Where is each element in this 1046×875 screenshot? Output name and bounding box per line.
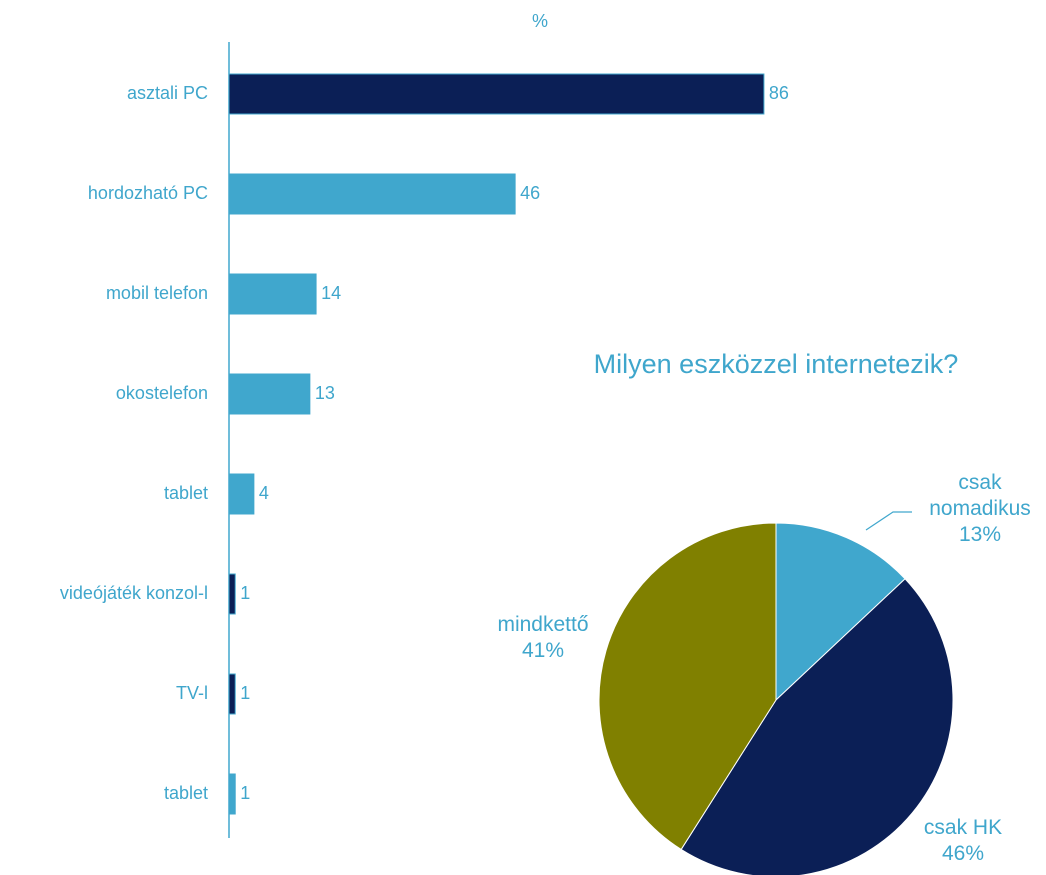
y-tick-label: hordozható PC <box>88 183 208 203</box>
bar <box>228 73 765 115</box>
data-label: 1 <box>240 583 250 603</box>
data-label: 86 <box>769 83 789 103</box>
bar <box>228 173 516 215</box>
y-tick-label: okostelefon <box>116 383 208 403</box>
pie-slice <box>775 522 906 702</box>
pie-slice <box>680 578 954 875</box>
y-tick-label: tablet <box>164 483 208 503</box>
bar <box>228 273 317 315</box>
bar <box>228 373 311 415</box>
data-label: 1 <box>240 683 250 703</box>
bar <box>228 573 236 615</box>
pie-label: mindkettő 41% <box>483 612 603 664</box>
data-label: 46 <box>520 183 540 203</box>
data-label: 14 <box>321 283 341 303</box>
pie-label-text: 46% <box>941 842 985 865</box>
y-tick-label: TV-l <box>176 683 208 703</box>
y-tick-label: videójáték konzol-l <box>60 583 208 603</box>
data-label: 13 <box>315 383 335 403</box>
data-label: 4 <box>259 483 269 503</box>
pie-label-text: 13% <box>958 523 1002 546</box>
pie-label-text: csak nomadikus <box>929 471 1031 520</box>
pie-label-text: 41% <box>521 639 565 662</box>
bar <box>228 773 236 815</box>
pie-label-text: mindkettő <box>497 613 589 636</box>
pie-label: csak HK 46% <box>905 815 1021 867</box>
y-tick-label: tablet <box>164 783 208 803</box>
bar <box>228 473 255 515</box>
bar <box>228 673 236 715</box>
pie-title: Milyen eszközzel internetezik? <box>594 349 959 379</box>
chart-title: % <box>532 11 548 31</box>
leader-line <box>865 511 912 531</box>
data-label: 1 <box>240 783 250 803</box>
y-tick-label: asztali PC <box>127 83 208 103</box>
y-tick-label: mobil telefon <box>106 283 208 303</box>
pie-label-text: csak HK <box>923 816 1003 839</box>
pie-slice <box>598 522 777 851</box>
pie-label: csak nomadikus 13% <box>925 470 1035 548</box>
